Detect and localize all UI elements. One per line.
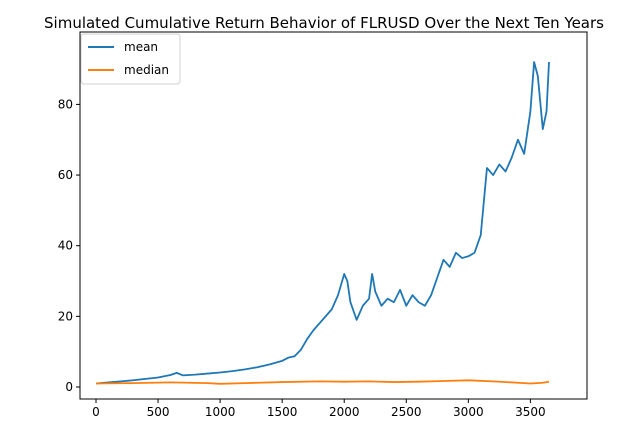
- y-tick-label: 80: [58, 97, 73, 111]
- legend-mean-label: mean: [124, 40, 158, 54]
- x-tick-label: 500: [147, 405, 170, 419]
- y-tick-label: 60: [58, 168, 73, 182]
- x-tick-label: 1000: [205, 405, 236, 419]
- x-tick-label: 1500: [267, 405, 298, 419]
- plot-area: [79, 31, 588, 400]
- series-line-median: [95, 379, 550, 385]
- series-layer: [95, 61, 550, 385]
- y-tick-label: 0: [65, 380, 73, 394]
- series-line-mean: [95, 61, 550, 385]
- x-axis: 0 500 1000 1500 2000 2500 3000 3500: [92, 399, 546, 419]
- y-tick-label: 40: [58, 239, 73, 253]
- x-tick-label: 2000: [329, 405, 360, 419]
- plot-frame: [79, 31, 588, 400]
- legend: mean median: [80, 33, 181, 85]
- x-tick-label: 3500: [515, 405, 546, 419]
- x-tick-label: 3000: [453, 405, 484, 419]
- x-tick-label: 0: [92, 405, 100, 419]
- y-tick-label: 20: [58, 309, 73, 323]
- x-tick-label: 2500: [391, 405, 422, 419]
- legend-median-label: median: [124, 63, 169, 77]
- y-axis: 0 20 40 60 80: [58, 97, 80, 394]
- chart-title: Simulated Cumulative Return Behavior of …: [44, 14, 604, 32]
